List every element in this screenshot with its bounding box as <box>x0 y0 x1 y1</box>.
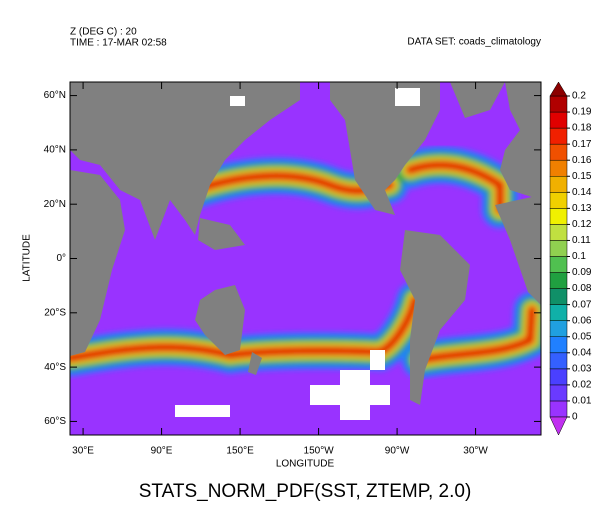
colorbar-label: 0.08 <box>572 283 592 294</box>
colorbar-label: 0.03 <box>572 363 592 374</box>
x-tick-label: 150°W <box>304 446 335 457</box>
colorbar-band <box>549 352 568 370</box>
colorbar-label: 0.06 <box>572 315 592 326</box>
colorbar-band <box>549 176 568 193</box>
colorbar-band <box>549 224 568 241</box>
x-tick-label: 30°W <box>463 446 488 457</box>
colorbar-band <box>549 288 568 305</box>
colorbar-band <box>549 143 568 161</box>
colorbar-band <box>549 159 568 177</box>
chart-title: STATS_NORM_PDF(SST, ZTEMP, 2.0) <box>139 481 472 502</box>
colorbar-band <box>549 400 568 418</box>
colorbar-label: 0.1 <box>572 251 586 262</box>
y-tick-label: 40°N <box>44 145 66 156</box>
colorbar-label: 0.02 <box>572 380 592 391</box>
x-tick-label: 90°E <box>151 446 173 457</box>
colorbar-label: 0.19 <box>572 107 592 118</box>
colorbar-band <box>549 304 568 321</box>
colorbar-label: 0.18 <box>572 123 592 134</box>
colorbar-label: 0 <box>572 412 578 423</box>
colorbar-under <box>549 416 568 436</box>
colorbar-band <box>549 336 568 354</box>
colorbar-label: 0.01 <box>572 396 592 407</box>
colorbar-label: 0.09 <box>572 267 592 278</box>
colorbar-band <box>549 368 568 386</box>
map-field <box>70 82 541 435</box>
colorbar-band <box>549 320 568 338</box>
colorbar-label: 0.13 <box>572 203 592 214</box>
colorbar-band <box>549 111 568 129</box>
y-axis-label: LATITUDE <box>22 234 33 282</box>
y-tick-label: 0° <box>56 253 66 264</box>
colorbar-band <box>549 208 568 225</box>
header-z: Z (DEG C) : 20 <box>70 27 137 38</box>
x-axis-label: LONGITUDE <box>276 459 335 470</box>
colorbar-band <box>549 192 568 209</box>
y-tick-label: 20°N <box>44 199 66 210</box>
colorbar-label: 0.07 <box>572 299 592 310</box>
y-tick-label: 20°S <box>44 307 66 318</box>
colorbar-label: 0.04 <box>572 347 592 358</box>
colorbar-label: 0.11 <box>572 235 591 246</box>
colorbar-label: 0.17 <box>572 139 592 150</box>
x-tick-label: 30°E <box>72 446 94 457</box>
colorbar-label: 0.16 <box>572 155 592 166</box>
colorbar-over <box>549 81 568 97</box>
x-tick-label: 90°W <box>385 446 410 457</box>
colorbar-label: 0.12 <box>572 219 592 230</box>
colorbar-band <box>549 95 568 113</box>
colorbar-band <box>549 384 568 402</box>
colorbar-band <box>549 256 568 273</box>
y-tick-label: 60°N <box>44 90 66 101</box>
header-time: TIME : 17-MAR 02:58 <box>70 38 167 49</box>
colorbar-label: 0.15 <box>572 171 592 182</box>
colorbar-label: 0.05 <box>572 331 592 342</box>
colorbar-band <box>549 240 568 257</box>
x-tick-label: 150°E <box>226 446 254 457</box>
colorbar-label: 0.14 <box>572 187 592 198</box>
y-tick-label: 40°S <box>44 362 66 373</box>
colorbar-band <box>549 127 568 145</box>
colorbar-label: 0.2 <box>572 91 586 102</box>
colorbar-band <box>549 272 568 289</box>
y-tick-label: 60°S <box>44 416 66 427</box>
header-dataset: DATA SET: coads_climatology <box>407 37 541 48</box>
